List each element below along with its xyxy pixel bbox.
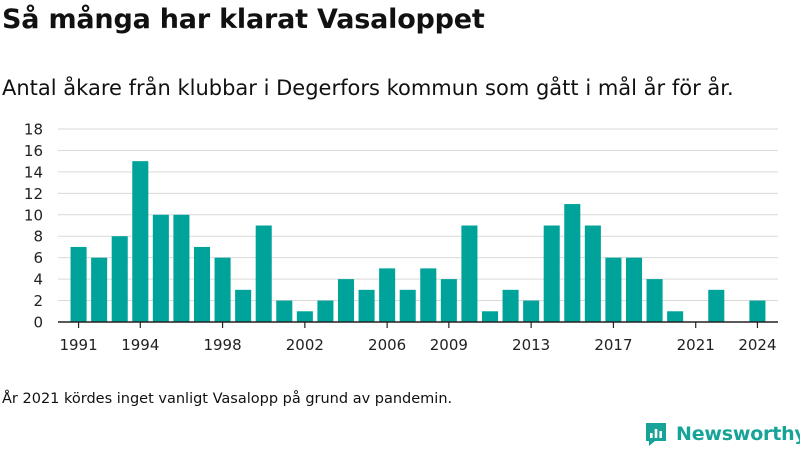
bar [193, 246, 211, 322]
footnote: År 2021 kördes inget vanligt Vasalopp på… [2, 391, 453, 407]
bar [70, 246, 87, 322]
bar [214, 257, 231, 322]
bar [152, 214, 169, 322]
x-tick-label: 1994 [121, 336, 159, 354]
bar [584, 225, 601, 322]
bar [708, 289, 725, 322]
bar [440, 279, 457, 322]
x-tick-label: 1998 [203, 336, 241, 354]
y-tick-label: 6 [33, 249, 43, 267]
bar [420, 268, 437, 322]
bar [337, 279, 355, 322]
x-tick-label: 2024 [738, 336, 776, 354]
bar [646, 279, 663, 322]
y-tick-label: 12 [24, 185, 43, 203]
x-tick-label: 2021 [677, 336, 715, 354]
y-tick-label: 18 [24, 121, 43, 139]
x-tick-label: 2002 [286, 336, 324, 354]
chart-subtitle: Antal åkare från klubbar i Degerfors kom… [2, 76, 734, 100]
y-tick-label: 8 [33, 228, 43, 246]
bar [523, 300, 540, 322]
x-tick-label: 2013 [512, 336, 550, 354]
y-tick-label: 4 [33, 271, 43, 289]
bar [111, 236, 128, 322]
y-tick-label: 0 [33, 314, 43, 332]
bar [358, 289, 375, 322]
brand-name: Newsworthy [676, 423, 800, 445]
y-tick-label: 16 [24, 142, 43, 160]
bar [625, 257, 643, 322]
bar [399, 289, 416, 322]
bar [296, 311, 313, 322]
bar [276, 300, 293, 322]
bar [749, 300, 766, 322]
bar [379, 268, 396, 322]
bar [543, 225, 560, 322]
x-tick-label: 2009 [430, 336, 468, 354]
bar [235, 289, 252, 322]
x-tick-label: 2006 [368, 336, 406, 354]
chart-title: Så många har klarat Vasaloppet [2, 4, 485, 35]
bar [667, 311, 684, 322]
x-tick-label: 2017 [594, 336, 632, 354]
bar [605, 257, 622, 322]
bar [317, 300, 334, 322]
y-tick-label: 14 [24, 163, 43, 181]
y-tick-label: 2 [33, 292, 43, 310]
brand-logo: Newsworthy [644, 420, 800, 448]
bar [91, 257, 108, 322]
bar-chart: 0 2 4 6 8 10 12 14 16 18 1991 1994 1998 2002 2006 2009 2… [24, 121, 778, 354]
bar [255, 225, 272, 322]
bar [481, 311, 499, 322]
bar [564, 204, 581, 322]
bar [132, 161, 149, 322]
newsworthy-logo-icon [646, 423, 666, 446]
bar [502, 289, 519, 322]
bar [461, 225, 478, 322]
x-tick-label: 1991 [59, 336, 97, 354]
y-tick-label: 10 [24, 206, 43, 224]
bar [173, 214, 190, 322]
